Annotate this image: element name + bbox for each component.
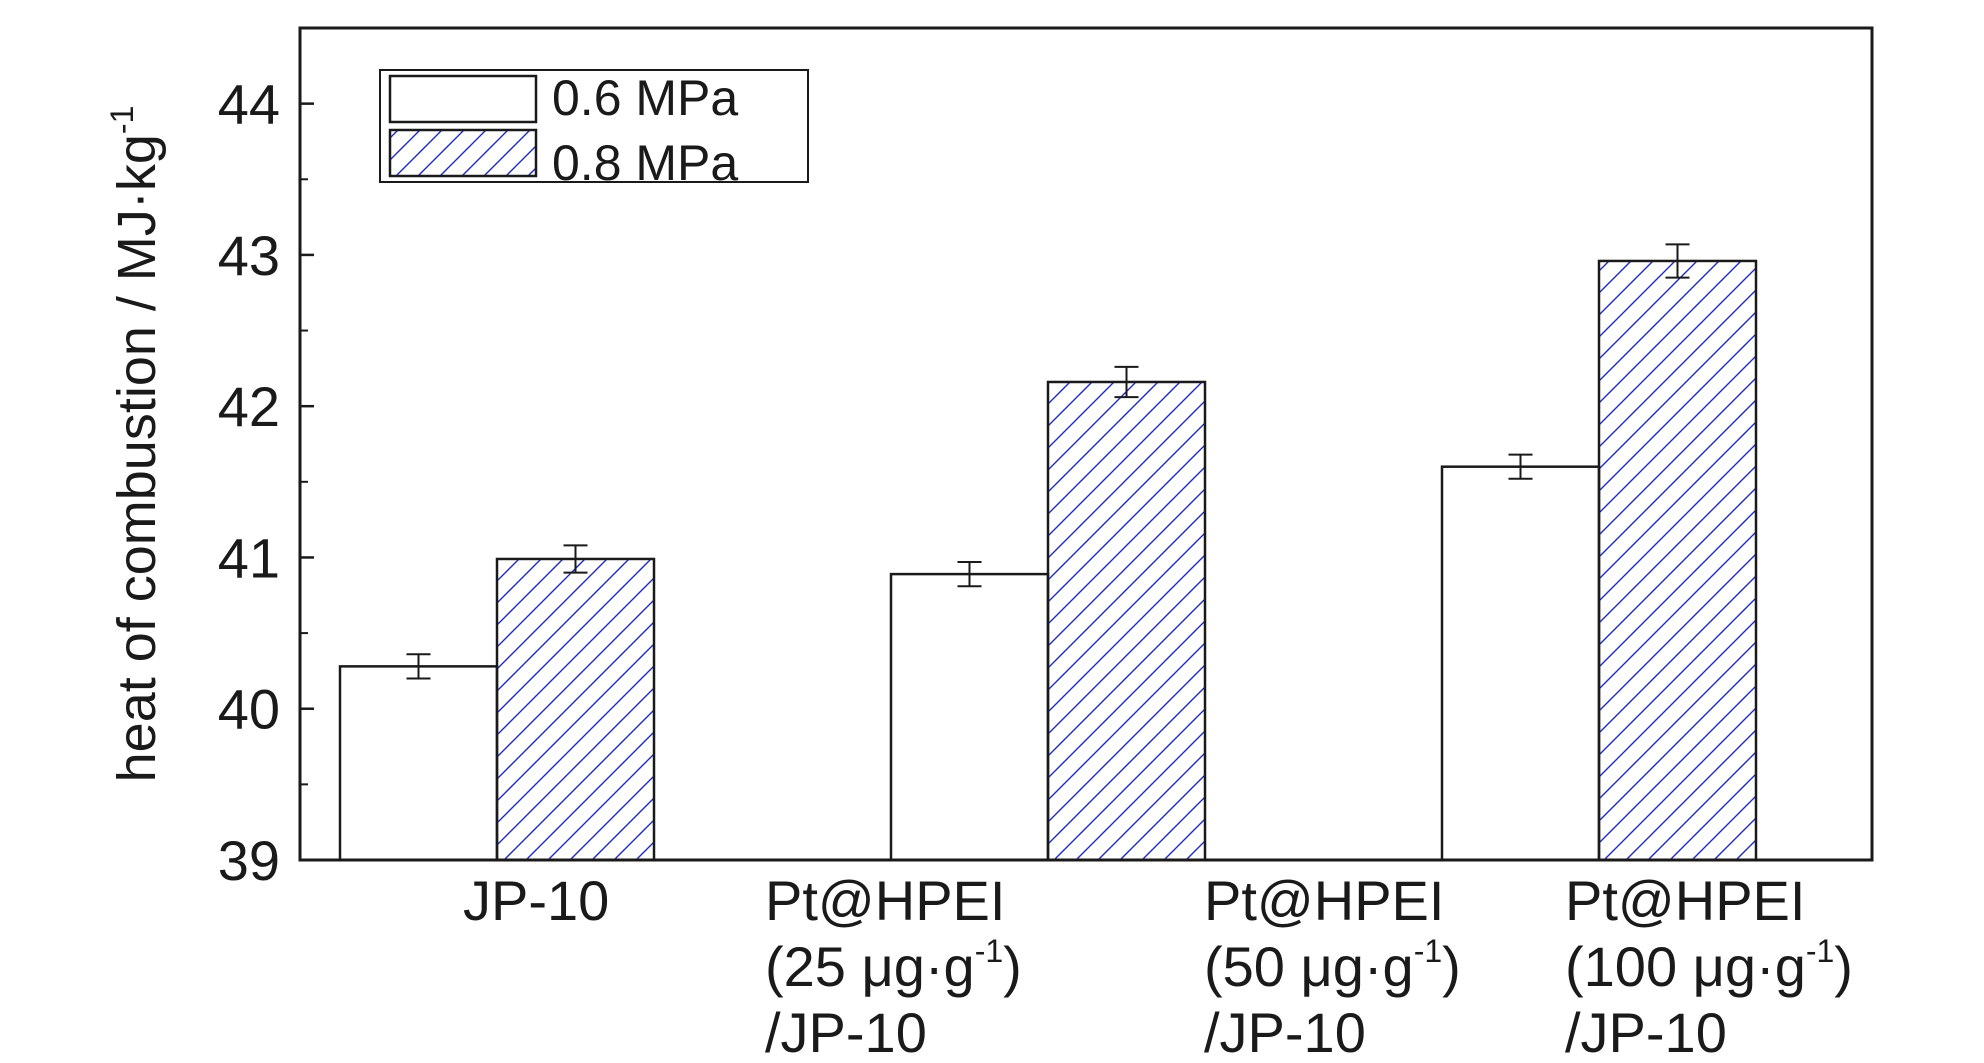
category-label-0-line-0: JP-10 [463, 869, 609, 932]
bars-layer [338, 259, 1758, 862]
category-label-text: (25 μg·g [765, 935, 975, 998]
category-label-text: /JP-10 [1204, 1001, 1366, 1063]
category-label-text: Pt@HPEI [1565, 869, 1805, 932]
category-label-1-line-2: /JP-10 [765, 1001, 927, 1063]
legend-label-0.8-mpa: 0.8 MPa [552, 135, 738, 191]
bar-series-0-category-0 [338, 665, 499, 862]
y-tick-label: 43 [218, 224, 280, 287]
y-axis-title: heat of combustion / MJ·kg-1 [104, 106, 167, 783]
bar-series-0-category-2 [1440, 465, 1601, 862]
y-axis-title-superscript: -1 [104, 106, 140, 134]
legend-swatch-0.6-mpa [388, 74, 538, 124]
category-label-text: /JP-10 [1565, 1001, 1727, 1063]
y-tick-label: 39 [218, 829, 280, 892]
category-labels-layer: JP-10 Pt@HPEI(25 μg·g-1)/JP-10Pt@HPEI(50 … [463, 869, 1853, 1063]
category-label-text: (50 μg·g [1204, 935, 1414, 998]
category-label-superscript: -1 [1806, 933, 1834, 969]
category-label-2-line-1: (50 μg·g-1) [1204, 933, 1461, 998]
category-label-superscript: -1 [975, 933, 1003, 969]
category-label-text: Pt@HPEI [1204, 869, 1444, 932]
bar-series-1-category-1 [1046, 380, 1207, 862]
y-tick-label: 42 [218, 375, 280, 438]
y-tick-label: 40 [218, 678, 280, 741]
category-label-close: ) [1003, 935, 1022, 998]
legend-label-0.6-mpa: 0.6 MPa [552, 70, 738, 126]
bar-series-0-category-1 [889, 572, 1050, 862]
y-tick-label: 41 [218, 526, 280, 589]
legend: 0.6 MPa 0.8 MPa [379, 69, 809, 191]
category-label-text: /JP-10 [765, 1001, 927, 1063]
error-bars-layer [406, 243, 1690, 680]
category-label-3-line-1: (100 μg·g-1) [1565, 933, 1853, 998]
category-label-2-line-0: Pt@HPEI [1204, 869, 1444, 932]
category-label-3-line-2: /JP-10 [1565, 1001, 1727, 1063]
category-label-superscript: -1 [1414, 933, 1442, 969]
y-tick-label: 44 [218, 73, 280, 136]
bar-series-1-category-0 [495, 557, 656, 862]
category-label-text: JP-10 [463, 869, 609, 932]
category-label-text: Pt@HPEI [765, 869, 1005, 932]
category-label-1-line-1: (25 μg·g-1) [765, 933, 1022, 998]
legend-swatch-0.8-mpa [388, 128, 538, 178]
category-label-3-line-0: Pt@HPEI [1565, 869, 1805, 932]
plot-frame [298, 26, 1874, 862]
category-label-2-line-2: /JP-10 [1204, 1001, 1366, 1063]
category-label-close: ) [1442, 935, 1461, 998]
y-ticks-layer: 39 40 41 42 43 44 [218, 27, 314, 892]
category-label-1-line-0: Pt@HPEI [765, 869, 1005, 932]
category-label-close: ) [1834, 935, 1853, 998]
bar-series-1-category-2 [1597, 259, 1758, 862]
y-axis-title-text: heat of combustion / MJ·kg [107, 134, 167, 782]
category-label-text: (100 μg·g [1565, 935, 1806, 998]
